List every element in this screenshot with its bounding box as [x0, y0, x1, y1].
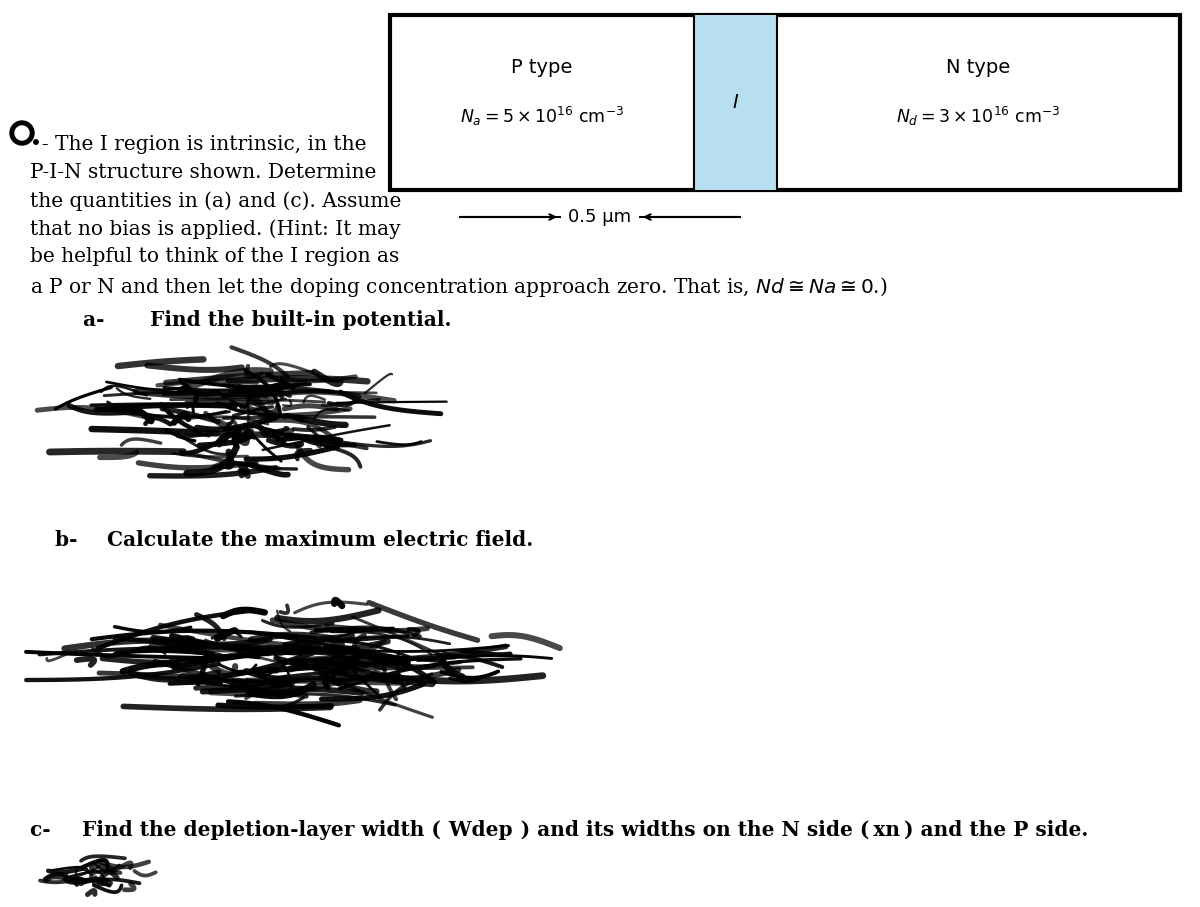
Text: a-: a- [55, 310, 119, 330]
Text: N type: N type [947, 58, 1010, 77]
Text: be helpful to think of the I region as: be helpful to think of the I region as [30, 247, 400, 266]
Text: I: I [733, 93, 738, 112]
Text: a P or N and then let the doping concentration approach zero. That is, $Nd \cong: a P or N and then let the doping concent… [30, 275, 888, 299]
Text: $N_d = 3 \times 10^{16}$ cm$^{-3}$: $N_d = 3 \times 10^{16}$ cm$^{-3}$ [896, 105, 1061, 128]
Text: that no bias is applied. (Hint: It may: that no bias is applied. (Hint: It may [30, 219, 401, 239]
Bar [390, 15, 1180, 190]
Text: Find the depletion-layer width (  Wdep  ) and its widths on the N side ( xn ) an: Find the depletion-layer width ( Wdep ) … [82, 820, 1088, 840]
Circle shape [10, 121, 34, 145]
Bar [694, 15, 778, 190]
Text: P type: P type [511, 58, 572, 77]
Text: P-I-N structure shown. Determine: P-I-N structure shown. Determine [30, 163, 377, 182]
Text: Find the built-in potential.: Find the built-in potential. [150, 310, 451, 330]
Text: b-: b- [55, 530, 91, 550]
Text: •- The I region is intrinsic, in the: •- The I region is intrinsic, in the [30, 135, 366, 154]
Text: c-: c- [30, 820, 65, 840]
Text: the quantities in (a) and (c). Assume: the quantities in (a) and (c). Assume [30, 191, 401, 210]
Text: Calculate the maximum electric field.: Calculate the maximum electric field. [107, 530, 533, 550]
Text: 0.5 μm: 0.5 μm [569, 208, 631, 226]
Circle shape [14, 126, 29, 140]
Text: $N_a = 5 \times 10^{16}$ cm$^{-3}$: $N_a = 5 \times 10^{16}$ cm$^{-3}$ [460, 105, 624, 128]
